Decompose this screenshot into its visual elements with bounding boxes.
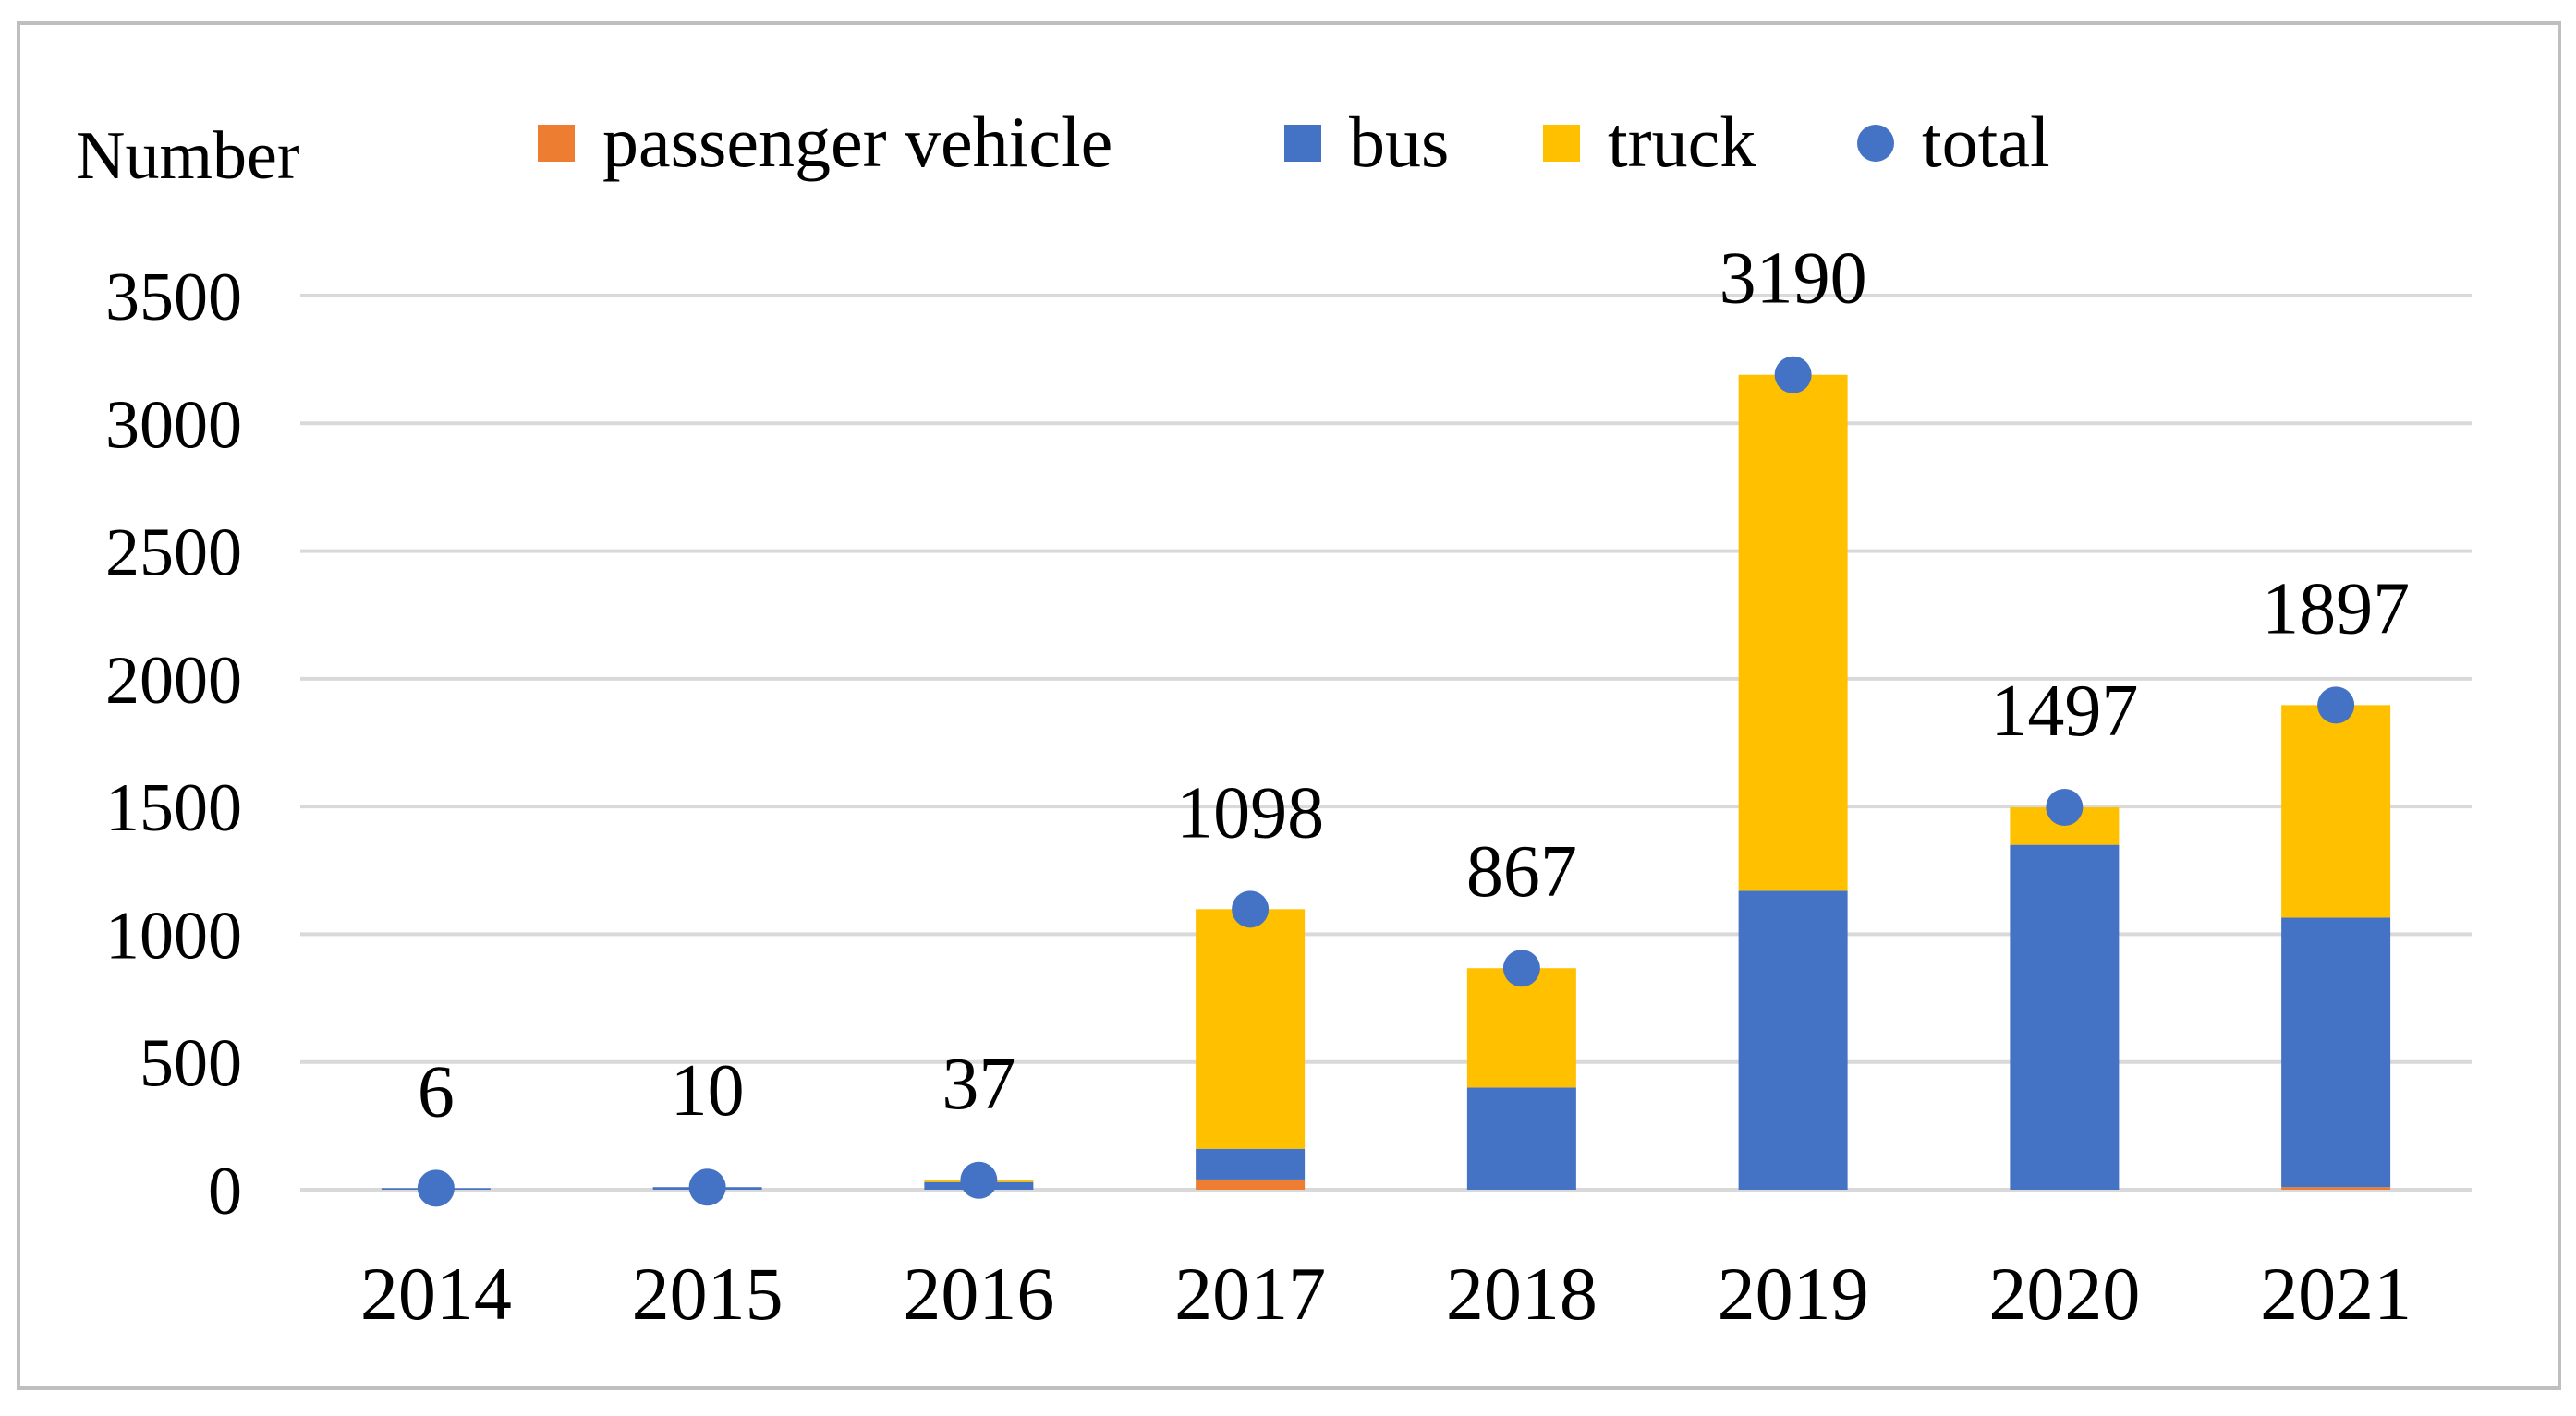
total-marker-2015 bbox=[688, 1168, 726, 1206]
y-tick-label: 2500 bbox=[105, 515, 242, 591]
bar-bus-2018 bbox=[1466, 1087, 1576, 1190]
bar-passenger-vehicle-2021 bbox=[2281, 1187, 2391, 1190]
total-marker-2014 bbox=[417, 1169, 455, 1207]
legend-truck-label: truck bbox=[1608, 102, 1756, 182]
x-tick-label-2021: 2021 bbox=[2260, 1252, 2412, 1336]
x-tick-label-2017: 2017 bbox=[1174, 1252, 1326, 1336]
total-marker-2016 bbox=[960, 1161, 998, 1199]
legend-passenger-vehicle-swatch bbox=[538, 125, 575, 162]
x-tick-label-2019: 2019 bbox=[1718, 1252, 1869, 1336]
y-axis-ticks: 0 500 1000 1500 2000 2500 3000 3500 bbox=[105, 260, 242, 1229]
legend-bus-label: bus bbox=[1349, 102, 1449, 182]
bar-truck-2019 bbox=[1738, 374, 1848, 891]
legend: passenger vehicle bus truck total bbox=[538, 102, 2050, 182]
x-tick-label-2014: 2014 bbox=[360, 1252, 512, 1336]
bar-bus-2019 bbox=[1738, 890, 1848, 1190]
bar-passenger-vehicle-2017 bbox=[1196, 1179, 1306, 1190]
data-label-2016: 37 bbox=[942, 1044, 1015, 1125]
y-tick-label: 0 bbox=[208, 1154, 242, 1229]
data-label-2014: 6 bbox=[418, 1051, 455, 1132]
x-tick-label-2016: 2016 bbox=[903, 1252, 1054, 1336]
data-label-2017: 1098 bbox=[1176, 772, 1324, 853]
bar-bus-2021 bbox=[2281, 917, 2391, 1188]
y-tick-label: 500 bbox=[140, 1026, 242, 1102]
y-tick-label: 3500 bbox=[105, 260, 242, 335]
legend-passenger-vehicle-label: passenger vehicle bbox=[602, 102, 1112, 182]
y-axis-title: Number bbox=[76, 118, 300, 194]
y-tick-label: 1000 bbox=[105, 898, 242, 974]
y-tick-label: 1500 bbox=[105, 770, 242, 846]
bar-truck-2017 bbox=[1196, 909, 1306, 1149]
bar-bus-2017 bbox=[1196, 1148, 1306, 1180]
y-tick-label: 3000 bbox=[105, 387, 242, 463]
total-markers bbox=[417, 356, 2355, 1207]
x-axis-ticks: 2014 2015 2016 2017 2018 2019 2020 2021 bbox=[360, 1252, 2412, 1336]
data-labels: 6 10 37 1098 867 3190 1497 1897 bbox=[418, 238, 2410, 1133]
data-label-2019: 3190 bbox=[1719, 238, 1867, 320]
legend-bus-swatch bbox=[1284, 125, 1321, 162]
bar-bus-2020 bbox=[2010, 844, 2120, 1190]
total-marker-2020 bbox=[2046, 788, 2084, 826]
legend-total-swatch bbox=[1857, 125, 1894, 162]
total-marker-2021 bbox=[2317, 686, 2355, 724]
y-tick-label: 2000 bbox=[105, 643, 242, 719]
data-label-2018: 867 bbox=[1466, 831, 1577, 913]
legend-truck-swatch bbox=[1543, 125, 1580, 162]
x-tick-label-2020: 2020 bbox=[1988, 1252, 2140, 1336]
data-label-2021: 1897 bbox=[2262, 568, 2410, 649]
x-tick-label-2015: 2015 bbox=[632, 1252, 784, 1336]
bar-truck-2021 bbox=[2281, 705, 2391, 918]
legend-total-label: total bbox=[1922, 102, 2050, 182]
bar-truck-2018 bbox=[1466, 968, 1576, 1088]
data-label-2020: 1497 bbox=[1990, 671, 2138, 752]
x-tick-label-2018: 2018 bbox=[1446, 1252, 1598, 1336]
total-marker-2018 bbox=[1502, 950, 1540, 987]
data-label-2015: 10 bbox=[671, 1050, 745, 1132]
total-marker-2017 bbox=[1232, 890, 1270, 928]
total-marker-2019 bbox=[1774, 356, 1812, 393]
